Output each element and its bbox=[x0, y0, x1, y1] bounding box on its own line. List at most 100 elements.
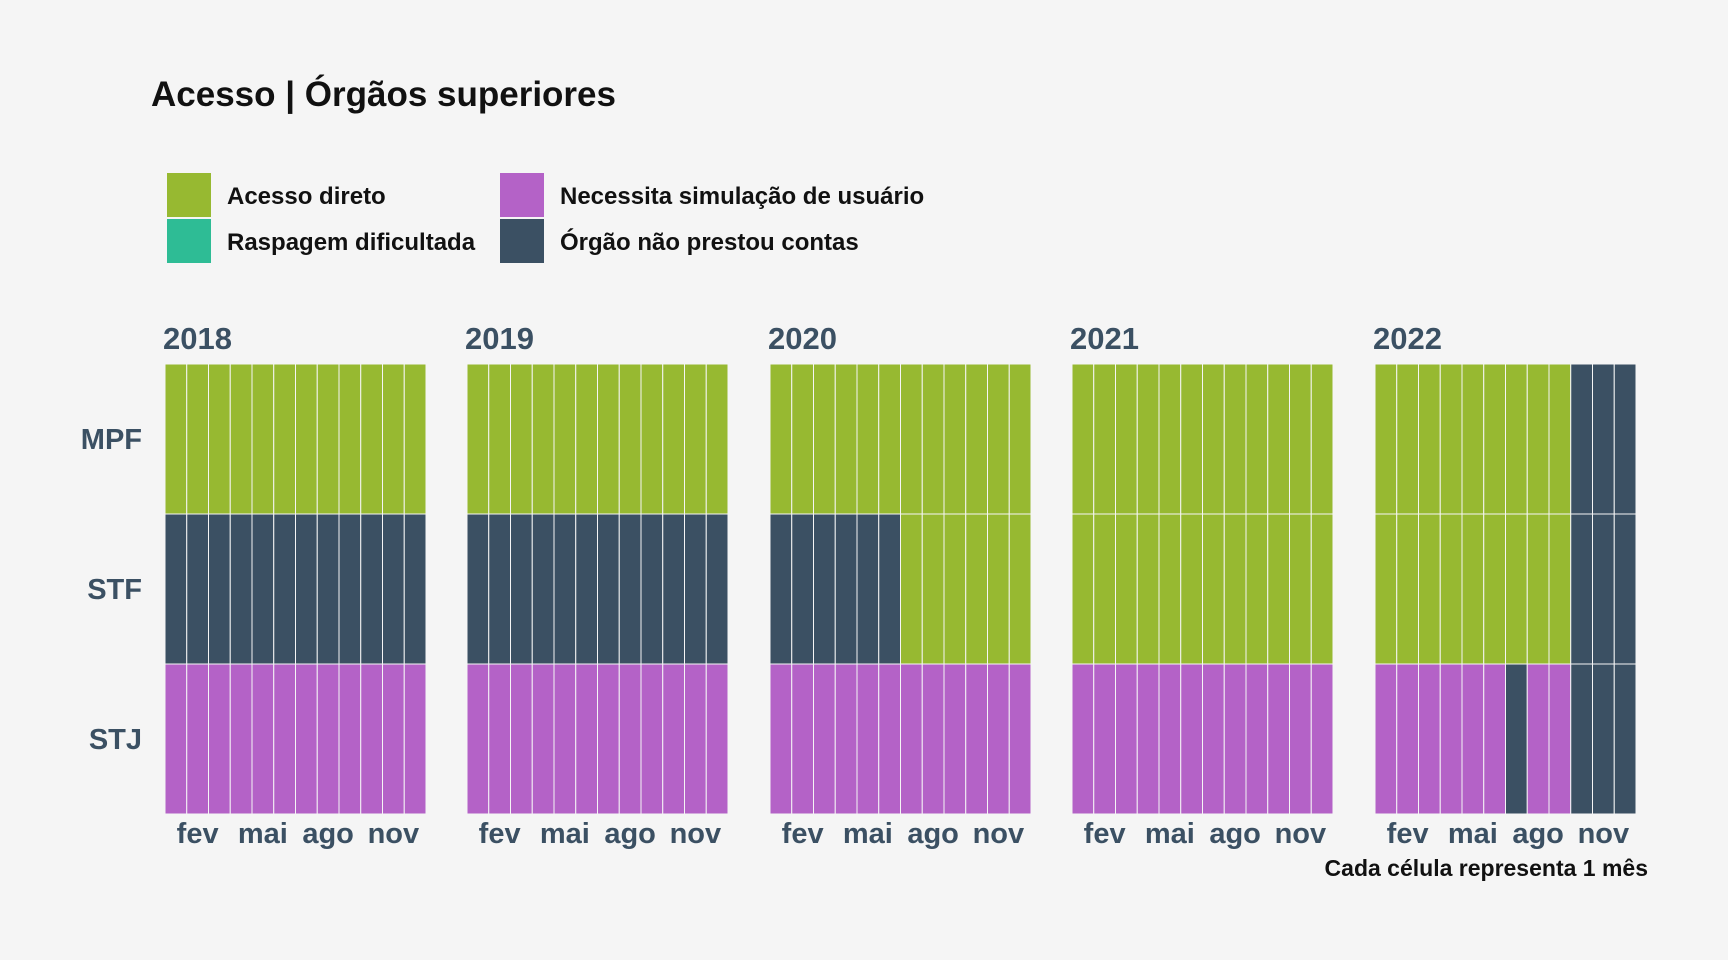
cell-mpf-2019-m2 bbox=[488, 363, 511, 515]
cell-stj-2020-m2 bbox=[791, 663, 814, 815]
month-tick-nov: nov bbox=[1275, 818, 1327, 850]
cell-stj-2022-m5 bbox=[1461, 663, 1485, 815]
legend-label-raspagem: Raspagem dificultada bbox=[227, 229, 476, 256]
cell-mpf-2022-m5 bbox=[1461, 363, 1485, 515]
cell-stf-2019-m3 bbox=[510, 513, 533, 665]
cell-stj-2022-m7 bbox=[1505, 663, 1528, 815]
cell-mpf-2021-m9 bbox=[1245, 363, 1269, 515]
cell-stf-2022-m8 bbox=[1526, 513, 1550, 665]
cell-mpf-2020-m6 bbox=[878, 363, 901, 515]
cell-mpf-2020-m3 bbox=[813, 363, 836, 515]
cell-mpf-2022-m3 bbox=[1418, 363, 1441, 515]
month-tick-ago: ago bbox=[1209, 818, 1261, 850]
cell-mpf-2020-m9 bbox=[943, 363, 967, 515]
month-tick-fev: fev bbox=[782, 818, 824, 850]
cell-mpf-2020-m7 bbox=[900, 363, 923, 515]
cell-stf-2018-m12 bbox=[403, 513, 427, 665]
panel-year-label: 2022 bbox=[1373, 321, 1442, 356]
cell-mpf-2018-m8 bbox=[316, 363, 340, 515]
cell-stj-2020-m10 bbox=[965, 663, 988, 815]
cell-stf-2020-m1 bbox=[769, 513, 793, 665]
cell-stj-2018-m7 bbox=[295, 663, 318, 815]
cell-stj-2022-m11 bbox=[1592, 663, 1615, 815]
month-tick-ago: ago bbox=[302, 818, 354, 850]
cell-mpf-2019-m8 bbox=[618, 363, 642, 515]
cell-stf-2022-m10 bbox=[1570, 513, 1593, 665]
cell-mpf-2020-m8 bbox=[921, 363, 945, 515]
cell-mpf-2020-m4 bbox=[834, 363, 858, 515]
cell-stf-2018-m5 bbox=[251, 513, 275, 665]
cell-stj-2019-m7 bbox=[597, 663, 620, 815]
cell-mpf-2019-m5 bbox=[553, 363, 577, 515]
cell-stj-2018-m2 bbox=[186, 663, 209, 815]
cell-stj-2020-m5 bbox=[856, 663, 880, 815]
cell-stf-2019-m7 bbox=[597, 513, 620, 665]
month-tick-fev: fev bbox=[1084, 818, 1126, 850]
panel-year-label: 2019 bbox=[465, 321, 534, 356]
chart-caption: Cada célula representa 1 mês bbox=[1325, 855, 1648, 881]
cell-mpf-2019-m10 bbox=[662, 363, 685, 515]
panel-2021: 2021 fev mai ago nov bbox=[1070, 321, 1334, 850]
cell-stf-2022-m6 bbox=[1483, 513, 1506, 665]
legend-swatch-direto bbox=[167, 173, 211, 217]
cell-mpf-2018-m12 bbox=[403, 363, 427, 515]
cell-stj-2019-m8 bbox=[618, 663, 642, 815]
cell-stf-2021-m6 bbox=[1180, 513, 1203, 665]
cell-mpf-2019-m12 bbox=[705, 363, 729, 515]
cell-mpf-2021-m4 bbox=[1136, 363, 1160, 515]
cell-stj-2020-m4 bbox=[834, 663, 858, 815]
month-tick-ago: ago bbox=[1512, 818, 1564, 850]
cell-stf-2021-m11 bbox=[1289, 513, 1312, 665]
month-tick-nov: nov bbox=[973, 818, 1025, 850]
legend-label-simulacao: Necessita simulação de usuário bbox=[560, 183, 924, 210]
cell-stf-2019-m6 bbox=[575, 513, 598, 665]
cell-stj-2021-m11 bbox=[1289, 663, 1312, 815]
cell-stf-2019-m5 bbox=[553, 513, 577, 665]
cell-mpf-2020-m2 bbox=[791, 363, 814, 515]
cell-stf-2021-m3 bbox=[1115, 513, 1138, 665]
cell-stf-2018-m2 bbox=[186, 513, 209, 665]
month-tick-mai: mai bbox=[238, 818, 288, 850]
cell-mpf-2018-m6 bbox=[273, 363, 296, 515]
cell-mpf-2021-m8 bbox=[1223, 363, 1247, 515]
cell-stj-2020-m1 bbox=[769, 663, 793, 815]
cell-stj-2020-m9 bbox=[943, 663, 967, 815]
cell-stj-2022-m1 bbox=[1374, 663, 1398, 815]
legend-label-direto: Acesso direto bbox=[227, 183, 386, 210]
cell-stf-2019-m4 bbox=[531, 513, 555, 665]
cell-stj-2022-m12 bbox=[1613, 663, 1637, 815]
cell-stj-2021-m3 bbox=[1115, 663, 1138, 815]
cell-stf-2019-m11 bbox=[684, 513, 707, 665]
cell-stj-2022-m2 bbox=[1396, 663, 1419, 815]
cell-stj-2018-m6 bbox=[273, 663, 296, 815]
cell-stf-2021-m10 bbox=[1267, 513, 1290, 665]
panel-2022: 2022 fev mai ago nov bbox=[1373, 321, 1637, 850]
cell-mpf-2019-m3 bbox=[510, 363, 533, 515]
cell-stf-2022-m12 bbox=[1613, 513, 1637, 665]
cell-stf-2020-m3 bbox=[813, 513, 836, 665]
row-label-stf: STF bbox=[87, 574, 142, 606]
cell-stf-2022-m5 bbox=[1461, 513, 1485, 665]
cell-mpf-2019-m4 bbox=[531, 363, 555, 515]
cell-mpf-2018-m3 bbox=[208, 363, 231, 515]
cell-stj-2018-m3 bbox=[208, 663, 231, 815]
cell-stf-2018-m4 bbox=[229, 513, 253, 665]
cell-stf-2019-m1 bbox=[466, 513, 490, 665]
cell-stf-2019-m12 bbox=[705, 513, 729, 665]
cell-stj-2021-m2 bbox=[1093, 663, 1116, 815]
cell-stf-2018-m1 bbox=[164, 513, 188, 665]
cell-mpf-2018-m10 bbox=[360, 363, 383, 515]
cell-stj-2019-m9 bbox=[640, 663, 664, 815]
cell-stj-2019-m5 bbox=[553, 663, 577, 815]
month-tick-ago: ago bbox=[907, 818, 959, 850]
panel-year-label: 2021 bbox=[1070, 321, 1139, 356]
cell-stf-2021-m7 bbox=[1202, 513, 1225, 665]
cell-stf-2021-m2 bbox=[1093, 513, 1116, 665]
cell-mpf-2020-m12 bbox=[1008, 363, 1032, 515]
cell-stj-2019-m10 bbox=[662, 663, 685, 815]
cell-stf-2022-m4 bbox=[1439, 513, 1463, 665]
cell-mpf-2020-m10 bbox=[965, 363, 988, 515]
cell-stf-2018-m9 bbox=[338, 513, 362, 665]
cell-stf-2021-m12 bbox=[1310, 513, 1334, 665]
